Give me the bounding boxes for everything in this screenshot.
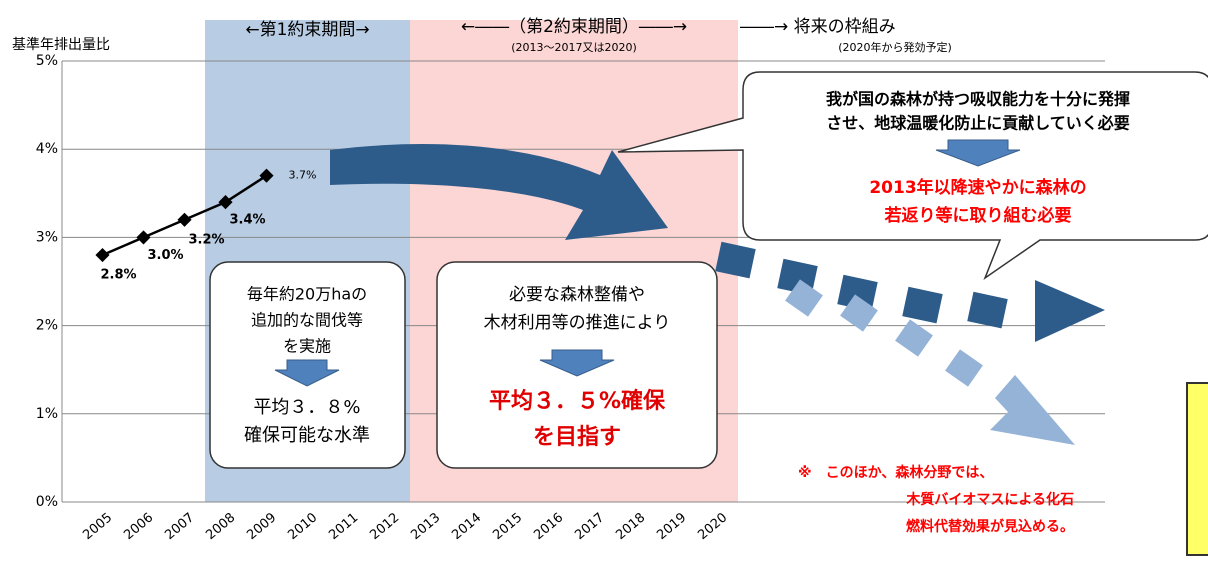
annotation-text: 平均３．５%確保 (489, 388, 666, 414)
x-tick-label: 2012 (367, 510, 402, 543)
side-box (1186, 382, 1208, 556)
annotation-text: 我が国の森林が持つ吸収能力を十分に発揮 (826, 90, 1130, 109)
x-tick-label: 2020 (695, 510, 730, 543)
down-arrow (935, 139, 1021, 167)
chart-layer: ←第1約束期間→ ←――（第2約束期間）――→ (2013～2017又は2020) ―… (36, 17, 1208, 556)
period-sublabel: (2020年から発効予定) (838, 40, 952, 54)
period-label: ←――（第2約束期間）――→ (461, 17, 687, 37)
dash-segment-light (840, 294, 878, 332)
annotation-text: 2013年以降速やかに森林の (869, 177, 1086, 198)
dash-segment (967, 291, 1008, 329)
annotation-text: 毎年約20万haの (247, 285, 367, 304)
annotation-text: ※ このほか、森林分野では、 (798, 464, 993, 481)
data-label: 3.0% (148, 248, 184, 263)
y-tick-label: 5% (36, 53, 58, 69)
annotation-text: を実施 (283, 337, 331, 356)
annotation-text: 追加的な間伐等 (251, 311, 363, 330)
marker (218, 195, 233, 210)
annotation-text: 平均３．８% (253, 397, 360, 418)
y-tick-label: 1% (36, 406, 58, 422)
dash-segment-light (785, 279, 823, 317)
marker (177, 212, 192, 227)
down-arrow (274, 359, 340, 387)
x-tick-label: 2011 (326, 510, 361, 543)
data-label: 3.7% (289, 169, 317, 182)
x-tick-label: 2013 (408, 510, 443, 543)
background-layer (61, 20, 1105, 503)
dash-segment (715, 241, 756, 279)
x-tick-label: 2014 (449, 510, 484, 543)
data-label: 2.8% (101, 268, 137, 283)
period-label: ←第1約束期間→ (245, 20, 369, 40)
arrow-head (1035, 280, 1105, 342)
annotation-text: 木質バイオマスによる化石 (905, 491, 1074, 508)
arrow-head-light (990, 375, 1075, 445)
y-axis-title: 基準年排出量比 (12, 36, 110, 53)
marker (95, 247, 110, 263)
annotation-text: 木材利用等の推進により (484, 313, 671, 333)
annotation-text: 若返り等に取り組む必要 (884, 205, 1072, 226)
dash-segment (902, 286, 943, 324)
annotation-text: 必要な森林整備や (509, 285, 645, 305)
x-tick-label: 2016 (531, 510, 566, 543)
period-sublabel: (2013～2017又は2020) (511, 41, 637, 54)
x-tick-label: 2019 (654, 510, 689, 543)
x-tick-label: 2006 (121, 510, 156, 543)
annotation-text: させ、地球温暖化防止に貢献していく必要 (826, 114, 1130, 133)
dash-segment-light (945, 349, 983, 387)
data-label: 3.2% (189, 232, 225, 247)
y-tick-label: 4% (36, 141, 58, 157)
x-tick-label: 2017 (572, 510, 607, 543)
x-tick-label: 2005 (80, 510, 115, 543)
main-arrow (330, 144, 668, 240)
y-tick-label: 3% (36, 229, 58, 245)
annotation-text: を目指す (533, 425, 621, 450)
marker (259, 168, 274, 183)
down-arrow (539, 349, 615, 377)
callout-bubble (617, 71, 1208, 281)
dash-segment-light (895, 319, 933, 357)
marker (136, 230, 151, 245)
data-label: 3.4% (230, 213, 266, 228)
x-tick-label: 2018 (613, 510, 648, 543)
x-tick-label: 2007 (162, 510, 197, 543)
annotation-text: 確保可能な水準 (244, 425, 370, 446)
x-tick-label: 2009 (244, 510, 279, 543)
annotation-text: 燃料代替効果が見込める。 (906, 518, 1074, 535)
dash-segment (837, 274, 878, 312)
x-tick-label: 2010 (285, 510, 320, 543)
y-tick-label: 2% (36, 318, 58, 334)
x-tick-label: 2015 (490, 510, 525, 543)
x-tick-label: 2008 (203, 510, 238, 543)
period-label: ――→ 将来の枠組み (740, 17, 896, 37)
y-tick-label: 0% (36, 494, 58, 510)
